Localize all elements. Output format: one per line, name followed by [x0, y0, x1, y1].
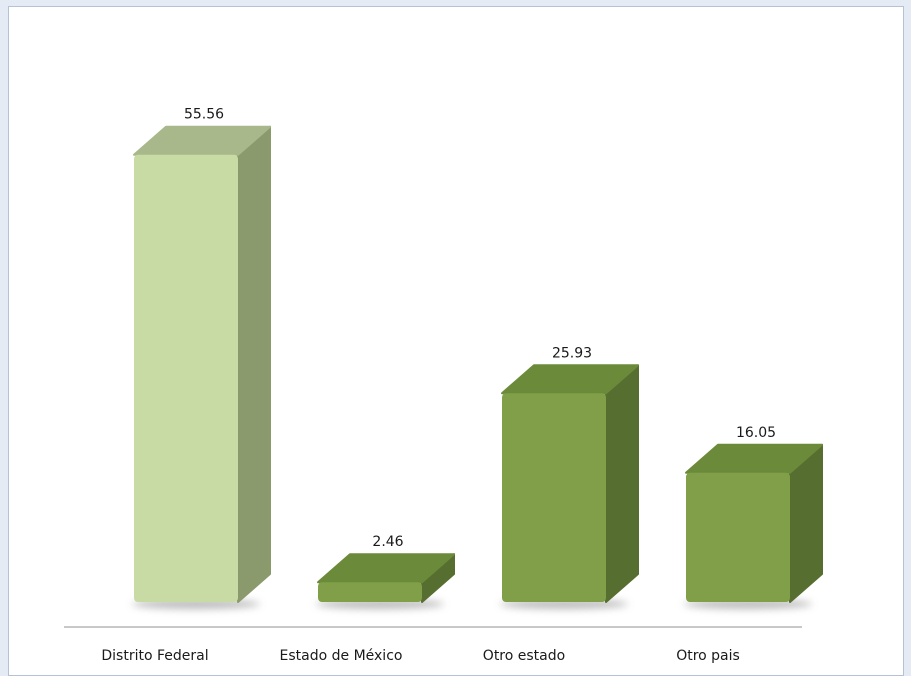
- bar-front-face: [318, 582, 422, 602]
- data-label-otro-estado: 25.93: [552, 345, 592, 361]
- bar-front-face: [502, 393, 606, 602]
- bar-front-face: [134, 154, 238, 602]
- bar-otro-estado: [501, 364, 639, 603]
- category-label-distrito-federal: Distrito Federal: [101, 648, 208, 664]
- bar-side-face: [605, 364, 639, 603]
- data-label-otro-pais: 16.05: [736, 425, 776, 441]
- bar-side-face: [237, 125, 271, 603]
- category-labels: Distrito Federal Estado de México Otro est…: [101, 648, 739, 664]
- bar-otro-pais: [685, 443, 823, 603]
- category-label-otro-estado: Otro estado: [483, 648, 565, 664]
- bar-front-face: [686, 472, 790, 602]
- data-label-estado-de-mexico: 2.46: [372, 534, 403, 550]
- category-label-estado-de-mexico: Estado de México: [280, 648, 403, 664]
- data-label-distrito-federal: 55.56: [184, 107, 224, 123]
- bar-distrito-federal: [133, 125, 271, 603]
- bar-estado-de-mexico: [317, 553, 455, 603]
- value-labels: 55.56 2.46 25.93 16.05: [184, 107, 776, 550]
- category-label-otro-pais: Otro pais: [676, 648, 740, 664]
- bars: [133, 125, 823, 603]
